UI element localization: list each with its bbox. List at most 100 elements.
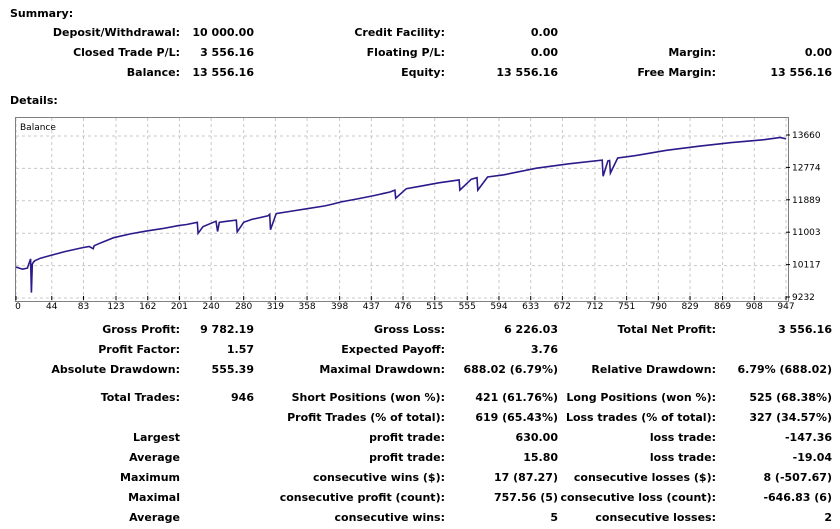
x-tick-label: 398: [331, 302, 348, 312]
expected-payoff-label: Expected Payoff:: [341, 343, 445, 356]
x-tick-label: 555: [459, 302, 476, 312]
x-tick-label: 358: [298, 302, 315, 312]
short-positions-label: Short Positions (won %):: [291, 391, 445, 404]
free-margin-value: 13 556.16: [770, 66, 832, 79]
x-tick-label: 869: [714, 302, 731, 312]
floating-pl-label: Floating P/L:: [366, 46, 445, 59]
gross-profit-label: Gross Profit:: [102, 323, 180, 336]
maximum-label: Maximum: [120, 471, 180, 484]
equity-label: Equity:: [401, 66, 445, 79]
margin-label: Margin:: [668, 46, 716, 59]
credit-value: 0.00: [530, 26, 558, 39]
maximal-label: Maximal: [128, 491, 180, 504]
avg-cons-wins-label: consecutive wins:: [334, 511, 445, 524]
y-tick-label: 11003: [792, 228, 821, 238]
y-tick-label: 9232: [792, 293, 815, 303]
free-margin-label: Free Margin:: [637, 66, 716, 79]
absolute-drawdown-label: Absolute Drawdown:: [51, 363, 180, 376]
short-positions-value: 421 (61.76%): [475, 391, 558, 404]
balance-label: Balance:: [126, 66, 180, 79]
margin-value: 0.00: [804, 46, 832, 59]
largest-profit-value: 630.00: [515, 431, 558, 444]
avg-cons-losses-label: consecutive losses:: [595, 511, 716, 524]
x-tick-label: 947: [777, 302, 794, 312]
balance-chart: Balance: [15, 117, 789, 302]
average-profit-label: profit trade:: [369, 451, 445, 464]
profit-trades-label: Profit Trades (% of total):: [287, 411, 445, 424]
relative-drawdown-label: Relative Drawdown:: [591, 363, 716, 376]
largest-loss-label: loss trade:: [649, 431, 716, 444]
avg-cons-wins-value: 5: [550, 511, 558, 524]
profit-factor-value: 1.57: [226, 343, 254, 356]
maximal-cons-loss-value: -646.83 (6): [763, 491, 832, 504]
x-tick-label: 829: [681, 302, 698, 312]
floating-pl-value: 0.00: [530, 46, 558, 59]
credit-label: Credit Facility:: [354, 26, 445, 39]
avg-cons-losses-value: 2: [824, 511, 832, 524]
x-tick-label: 201: [171, 302, 188, 312]
details-title: Details:: [10, 94, 58, 107]
balance-value: 13 556.16: [192, 66, 254, 79]
balance-chart-svg: Balance: [16, 118, 788, 301]
gross-profit-value: 9 782.19: [200, 323, 254, 336]
largest-loss-value: -147.36: [784, 431, 832, 444]
x-tick-label: 0: [15, 302, 21, 312]
relative-drawdown-value: 6.79% (688.02): [737, 363, 833, 376]
x-tick-label: 594: [490, 302, 507, 312]
deposit-label: Deposit/Withdrawal:: [52, 26, 180, 39]
largest-profit-label: profit trade:: [369, 431, 445, 444]
long-positions-label: Long Positions (won %):: [566, 391, 716, 404]
deposit-value: 10 000.00: [192, 26, 254, 39]
x-tick-label: 437: [363, 302, 380, 312]
x-tick-label: 240: [203, 302, 220, 312]
x-tick-label: 44: [46, 302, 58, 312]
max-cons-losses-value: 8 (-507.67): [763, 471, 832, 484]
max-cons-wins-value: 17 (87.27): [494, 471, 558, 484]
x-tick-label: 162: [139, 302, 156, 312]
x-tick-label: 908: [746, 302, 763, 312]
x-tick-label: 790: [650, 302, 667, 312]
largest-label: Largest: [133, 431, 180, 444]
gross-loss-label: Gross Loss:: [374, 323, 445, 336]
balance-series-line: [16, 136, 787, 293]
maximal-cons-profit-label: consecutive profit (count):: [279, 491, 445, 504]
max-cons-wins-label: consecutive wins ($):: [312, 471, 445, 484]
x-tick-label: 633: [522, 302, 539, 312]
x-axis: 0 44 83 123 162 201 240 280 319 358 398 437 476 515 55…: [15, 296, 795, 312]
x-tick-label: 751: [618, 302, 635, 312]
maximal-cons-profit-value: 757.56 (5): [494, 491, 558, 504]
profit-factor-label: Profit Factor:: [98, 343, 180, 356]
absolute-drawdown-value: 555.39: [211, 363, 254, 376]
closed-pl-label: Closed Trade P/L:: [73, 46, 180, 59]
x-tick-label: 123: [107, 302, 124, 312]
long-positions-value: 525 (68.38%): [749, 391, 832, 404]
x-tick-label: 515: [426, 302, 443, 312]
maximal-drawdown-value: 688.02 (6.79%): [463, 363, 559, 376]
y-tick-label: 10117: [792, 261, 821, 271]
x-tick-label: 476: [394, 302, 411, 312]
net-profit-label: Total Net Profit:: [617, 323, 717, 336]
y-tick-label: 12774: [792, 163, 821, 173]
summary-title: Summary:: [10, 7, 74, 20]
average-loss-value: -19.04: [792, 451, 832, 464]
x-tick-label: 712: [586, 302, 603, 312]
gross-loss-value: 6 226.03: [504, 323, 558, 336]
closed-pl-value: 3 556.16: [200, 46, 254, 59]
average-label: Average: [129, 451, 180, 464]
x-tick-label: 280: [235, 302, 252, 312]
maximal-cons-loss-label: consecutive loss (count):: [560, 491, 716, 504]
x-tick-label: 319: [267, 302, 284, 312]
y-tick-label: 11889: [792, 196, 821, 206]
average2-label: Average: [129, 511, 180, 524]
chart-legend-balance: Balance: [20, 123, 56, 133]
max-cons-losses-label: consecutive losses ($):: [573, 471, 716, 484]
maximal-drawdown-label: Maximal Drawdown:: [319, 363, 445, 376]
equity-value: 13 556.16: [496, 66, 558, 79]
expected-payoff-value: 3.76: [530, 343, 558, 356]
profit-trades-value: 619 (65.43%): [475, 411, 558, 424]
y-axis: 13660 12774 11889 11003 10117 9232: [786, 131, 821, 303]
x-tick-label: 672: [554, 302, 571, 312]
average-profit-value: 15.80: [523, 451, 558, 464]
loss-trades-value: 327 (34.57%): [749, 411, 832, 424]
total-trades-label: Total Trades:: [100, 391, 180, 404]
